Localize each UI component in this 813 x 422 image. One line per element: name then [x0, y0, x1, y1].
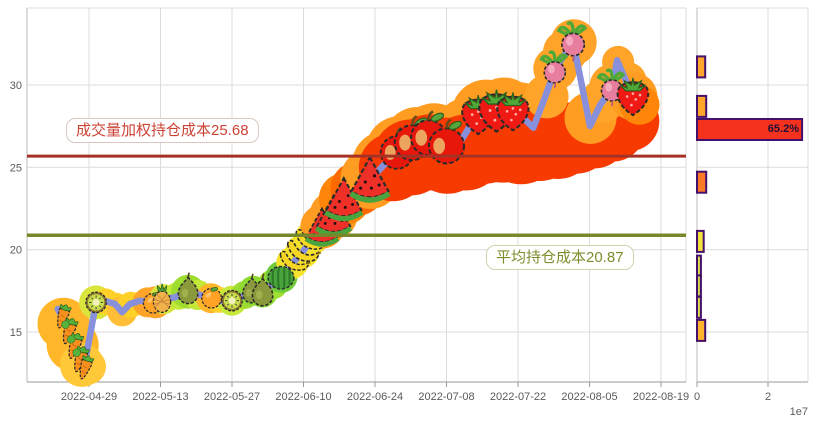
vol-x-tick-label: 2: [765, 391, 771, 403]
fruit-kiwi-icon: [221, 289, 243, 312]
fruit-sprout-icon: [72, 348, 81, 357]
fruit-pineapple-icon: [152, 283, 172, 314]
main-plot-grid: [26, 7, 687, 387]
fruit-kiwi-icon: [85, 291, 107, 314]
x-tick-label: 2022-08-05: [561, 391, 617, 403]
avg-cost-label: 平均持仓成本20.87: [486, 245, 634, 270]
x-tick-label: 2022-06-24: [347, 391, 403, 403]
fruit-watermelon-slice-icon: [349, 155, 391, 203]
y-tick-label: 30: [10, 80, 22, 92]
fruit-watermelon-whole-icon: [267, 265, 295, 290]
volume-bar: [696, 229, 705, 253]
volume-bar: [696, 254, 702, 278]
volume-bar: [696, 295, 702, 319]
x-tick-label: 2022-06-10: [275, 391, 331, 403]
volume-bar: [696, 318, 707, 342]
fruit-pear-icon: [177, 272, 199, 305]
vol-x-tick-label: 0: [694, 391, 700, 403]
x-tick-label: 2022-07-22: [490, 391, 546, 403]
fruit-radish-icon: [539, 50, 569, 89]
fruit-sprout-icon: [66, 335, 76, 344]
volume-distribution-panel: 0 2 1e7: [694, 7, 809, 418]
vol-scale-multiplier-label: 1e7: [790, 406, 808, 418]
fruit-strawberry-icon: [496, 92, 530, 132]
y-tick-label: 25: [10, 162, 22, 174]
fruit-pear-icon: [251, 273, 274, 307]
x-tick-label: 2022-05-13: [132, 391, 188, 403]
volume-bar: [696, 94, 708, 118]
fruit-carrot-icon: [57, 304, 72, 329]
fruit-strawberry-icon: [616, 77, 650, 117]
volume-bar: [696, 274, 702, 298]
main-y-axis-labels: 15 20 25 30: [10, 80, 22, 339]
y-tick-label: 20: [10, 245, 22, 257]
fruit-carrot-icon: [79, 355, 95, 380]
volume-bar-percent-label: 65.2%: [767, 123, 799, 135]
vwap-cost-label: 成交量加权持仓成本25.68: [66, 118, 259, 143]
volume-bar: [696, 118, 804, 141]
y-tick-label: 15: [10, 327, 22, 339]
fruit-orange-icon: [201, 286, 223, 309]
volume-bar: [696, 170, 708, 194]
volume-bar: [696, 55, 707, 79]
fruit-banana-icon: [286, 239, 322, 263]
fruit-sprout-icon: [61, 320, 70, 329]
x-tick-label: 2022-04-29: [61, 391, 117, 403]
x-tick-label: 2022-05-27: [204, 391, 260, 403]
fruit-markers-layer: [57, 21, 650, 380]
main-x-axis-labels: 2022-04-29 2022-05-13 2022-05-27 2022-06-10…: [61, 391, 689, 403]
fruit-banana-icon: [279, 250, 311, 271]
fruit-watermelon-slice-icon: [324, 176, 364, 222]
fruit-radish-icon: [556, 21, 588, 62]
x-tick-label: 2022-07-08: [418, 391, 474, 403]
x-tick-label: 2022-08-19: [633, 391, 689, 403]
